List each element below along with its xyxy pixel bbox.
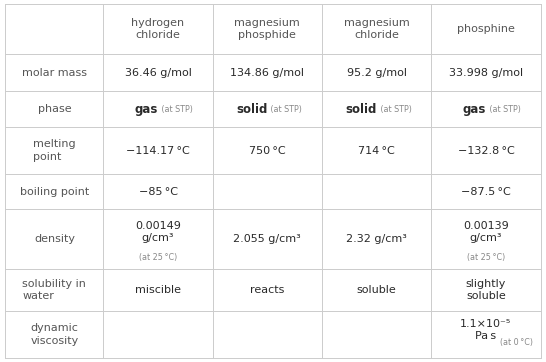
Text: 1.1×10⁻⁵
Pa s: 1.1×10⁻⁵ Pa s [460,319,512,341]
Text: soluble: soluble [357,285,396,295]
Text: slightly
soluble: slightly soluble [466,279,506,301]
Text: molar mass: molar mass [22,68,87,77]
Text: 2.055 g/cm³: 2.055 g/cm³ [234,234,301,244]
Text: gas: gas [462,102,486,115]
Text: magnesium
phosphide: magnesium phosphide [234,18,300,40]
Text: (at 25 °C): (at 25 °C) [467,253,505,262]
Text: solid: solid [345,102,377,115]
Text: −85 °C: −85 °C [139,186,177,197]
Text: 750 °C: 750 °C [249,146,286,156]
Text: (at 0 °C): (at 0 °C) [500,338,532,347]
Text: boiling point: boiling point [20,186,89,197]
Text: (at STP): (at STP) [487,105,521,114]
Text: 95.2 g/mol: 95.2 g/mol [347,68,407,77]
Text: phase: phase [38,104,71,114]
Text: −87.5 °C: −87.5 °C [461,186,511,197]
Text: miscible: miscible [135,285,181,295]
Text: 714 °C: 714 °C [358,146,395,156]
Text: hydrogen
chloride: hydrogen chloride [132,18,185,40]
Text: 134.86 g/mol: 134.86 g/mol [230,68,304,77]
Text: 33.998 g/mol: 33.998 g/mol [449,68,523,77]
Text: density: density [34,234,75,244]
Text: solid: solid [236,102,268,115]
Text: gas: gas [135,102,158,115]
Text: magnesium
chloride: magnesium chloride [344,18,410,40]
Text: 36.46 g/mol: 36.46 g/mol [124,68,192,77]
Text: solubility in
water: solubility in water [22,279,86,301]
Text: (at STP): (at STP) [269,105,302,114]
Text: −132.8 °C: −132.8 °C [458,146,514,156]
Text: phosphine: phosphine [457,24,515,34]
Text: 0.00139
g/cm³: 0.00139 g/cm³ [463,221,509,243]
Text: 0.00149
g/cm³: 0.00149 g/cm³ [135,221,181,243]
Text: dynamic
viscosity: dynamic viscosity [30,323,79,346]
Text: (at STP): (at STP) [159,105,193,114]
Text: (at STP): (at STP) [378,105,412,114]
Text: (at 25 °C): (at 25 °C) [139,253,177,262]
Text: 2.32 g/cm³: 2.32 g/cm³ [346,234,407,244]
Text: −114.17 °C: −114.17 °C [126,146,190,156]
Text: reacts: reacts [250,285,284,295]
Text: melting
point: melting point [33,139,76,162]
